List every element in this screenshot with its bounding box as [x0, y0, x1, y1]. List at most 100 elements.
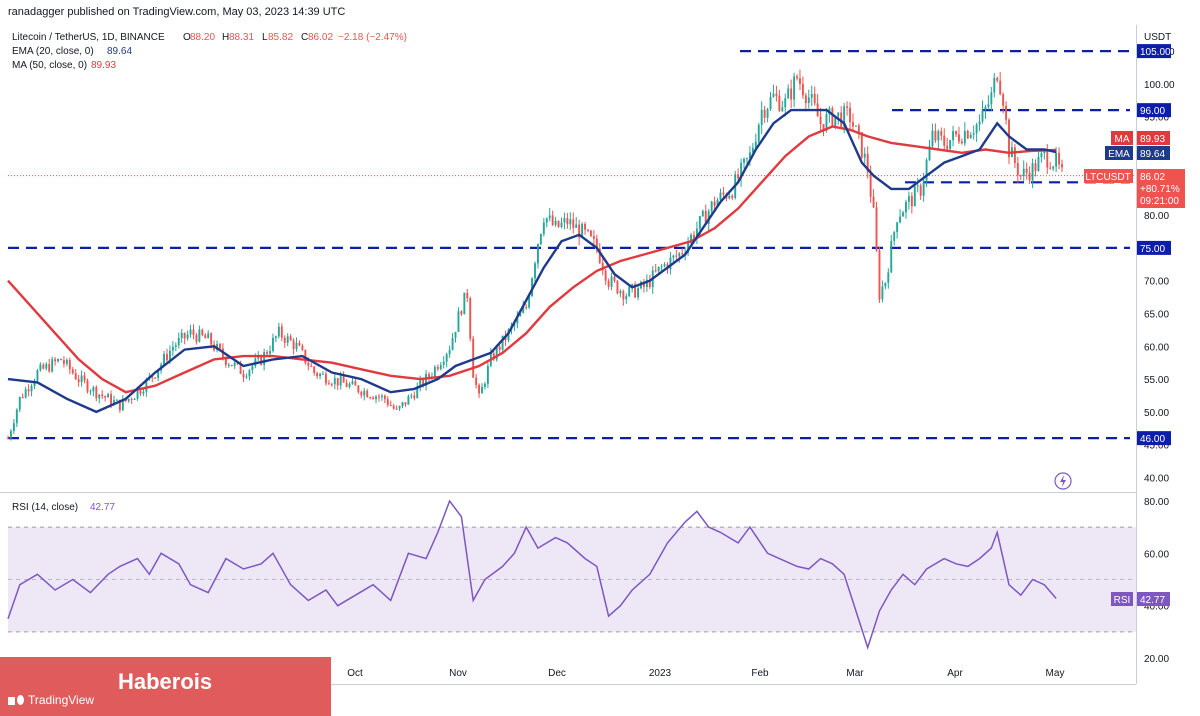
- candle-body: [1013, 147, 1016, 164]
- svg-text:H: H: [222, 32, 229, 43]
- svg-text:RSI (14, close): RSI (14, close): [12, 502, 78, 513]
- candle-body: [566, 218, 569, 225]
- price-tick-label: 100.00: [1144, 80, 1175, 91]
- candle-body: [905, 201, 907, 213]
- candle-body: [757, 124, 760, 142]
- candle-body: [672, 255, 675, 258]
- candle-body: [310, 365, 313, 367]
- candle-body: [428, 373, 430, 377]
- candle-body: [557, 220, 560, 227]
- candle-body: [154, 377, 157, 379]
- candle-body: [784, 98, 787, 108]
- svg-text:+80.71%: +80.71%: [1140, 184, 1180, 195]
- candle-body: [993, 77, 996, 93]
- candle-body: [121, 399, 124, 411]
- candle-body: [943, 135, 946, 146]
- candle-body: [39, 364, 42, 371]
- candle-body: [180, 332, 183, 338]
- level-badge: [1137, 240, 1171, 255]
- candle-body: [186, 334, 189, 339]
- candle-body: [292, 340, 295, 350]
- candle-body: [457, 311, 460, 332]
- candle-body: [383, 395, 386, 400]
- candle-body: [483, 383, 486, 387]
- candle-body: [77, 379, 80, 382]
- price-tick-label: 40.00: [1144, 474, 1169, 485]
- candle-body: [663, 264, 666, 267]
- candle-body: [981, 109, 984, 122]
- candle-body: [107, 394, 110, 398]
- candle-body: [625, 296, 628, 300]
- candle-body: [813, 93, 816, 104]
- candle-body: [425, 373, 428, 386]
- svg-text:MA: MA: [1115, 134, 1130, 145]
- candle-body: [837, 112, 840, 117]
- candle-body: [1031, 163, 1034, 181]
- candle-body: [163, 354, 165, 365]
- candle-body: [127, 398, 130, 402]
- lightning-icon[interactable]: [1054, 472, 1072, 490]
- candle-body: [919, 185, 922, 196]
- candle-body: [584, 224, 587, 230]
- level-badge-label: 46.00: [1140, 434, 1165, 445]
- candle-body: [304, 349, 307, 363]
- candle-body: [1016, 163, 1019, 176]
- candle-body: [380, 395, 383, 398]
- candle-body: [740, 162, 743, 179]
- candle-body: [928, 146, 931, 161]
- candle-body: [990, 92, 993, 105]
- candle-body: [307, 362, 310, 366]
- price-badge: LTCUSDT 86.02 +80.71% 09:21:00: [1084, 169, 1185, 208]
- time-axis-label: May: [1046, 668, 1065, 679]
- rsi-band: [8, 527, 1136, 632]
- candle-body: [60, 359, 62, 361]
- svg-text:89.93: 89.93: [91, 60, 116, 71]
- candle-body: [454, 331, 457, 338]
- candle-body: [1034, 163, 1037, 171]
- candle-body: [648, 279, 651, 288]
- candle-body: [693, 234, 695, 239]
- candle-body: [1028, 172, 1031, 181]
- candle-body: [575, 224, 578, 228]
- candle-body: [731, 195, 734, 198]
- candle-body: [433, 366, 436, 377]
- svg-text:L: L: [262, 32, 268, 43]
- candle-body: [263, 352, 266, 365]
- candle-body: [854, 125, 857, 127]
- candle-body: [1046, 151, 1049, 168]
- candle-body: [654, 270, 657, 272]
- candle-body: [581, 224, 584, 238]
- candle-body: [45, 364, 48, 369]
- candle-body: [887, 272, 890, 283]
- candle-body: [233, 362, 236, 367]
- candle-body: [910, 196, 913, 207]
- candle-body: [952, 131, 955, 141]
- candle-body: [110, 394, 113, 405]
- candle-body: [498, 346, 501, 350]
- candle-body: [392, 405, 395, 409]
- candle-body: [598, 248, 601, 263]
- candle-body: [843, 106, 846, 127]
- candle-body: [592, 236, 595, 239]
- candle-body: [113, 400, 115, 405]
- candle-body: [339, 376, 342, 386]
- candle-body: [145, 379, 148, 392]
- candle-body: [1025, 168, 1028, 173]
- candle-body: [781, 107, 784, 111]
- candle-body: [413, 395, 416, 399]
- candle-body: [963, 130, 966, 144]
- candle-body: [460, 311, 463, 315]
- candle-body: [1055, 152, 1058, 167]
- candle-body: [469, 298, 472, 339]
- rsi-tick-label: 80.00: [1144, 497, 1169, 508]
- candle-body: [74, 373, 77, 380]
- candle-body: [133, 398, 136, 400]
- candle-body: [272, 337, 274, 351]
- candle-body: [251, 366, 254, 371]
- candle-body: [171, 346, 174, 351]
- candle-body: [681, 253, 684, 255]
- candle-body: [698, 216, 701, 229]
- candle-body: [519, 312, 522, 317]
